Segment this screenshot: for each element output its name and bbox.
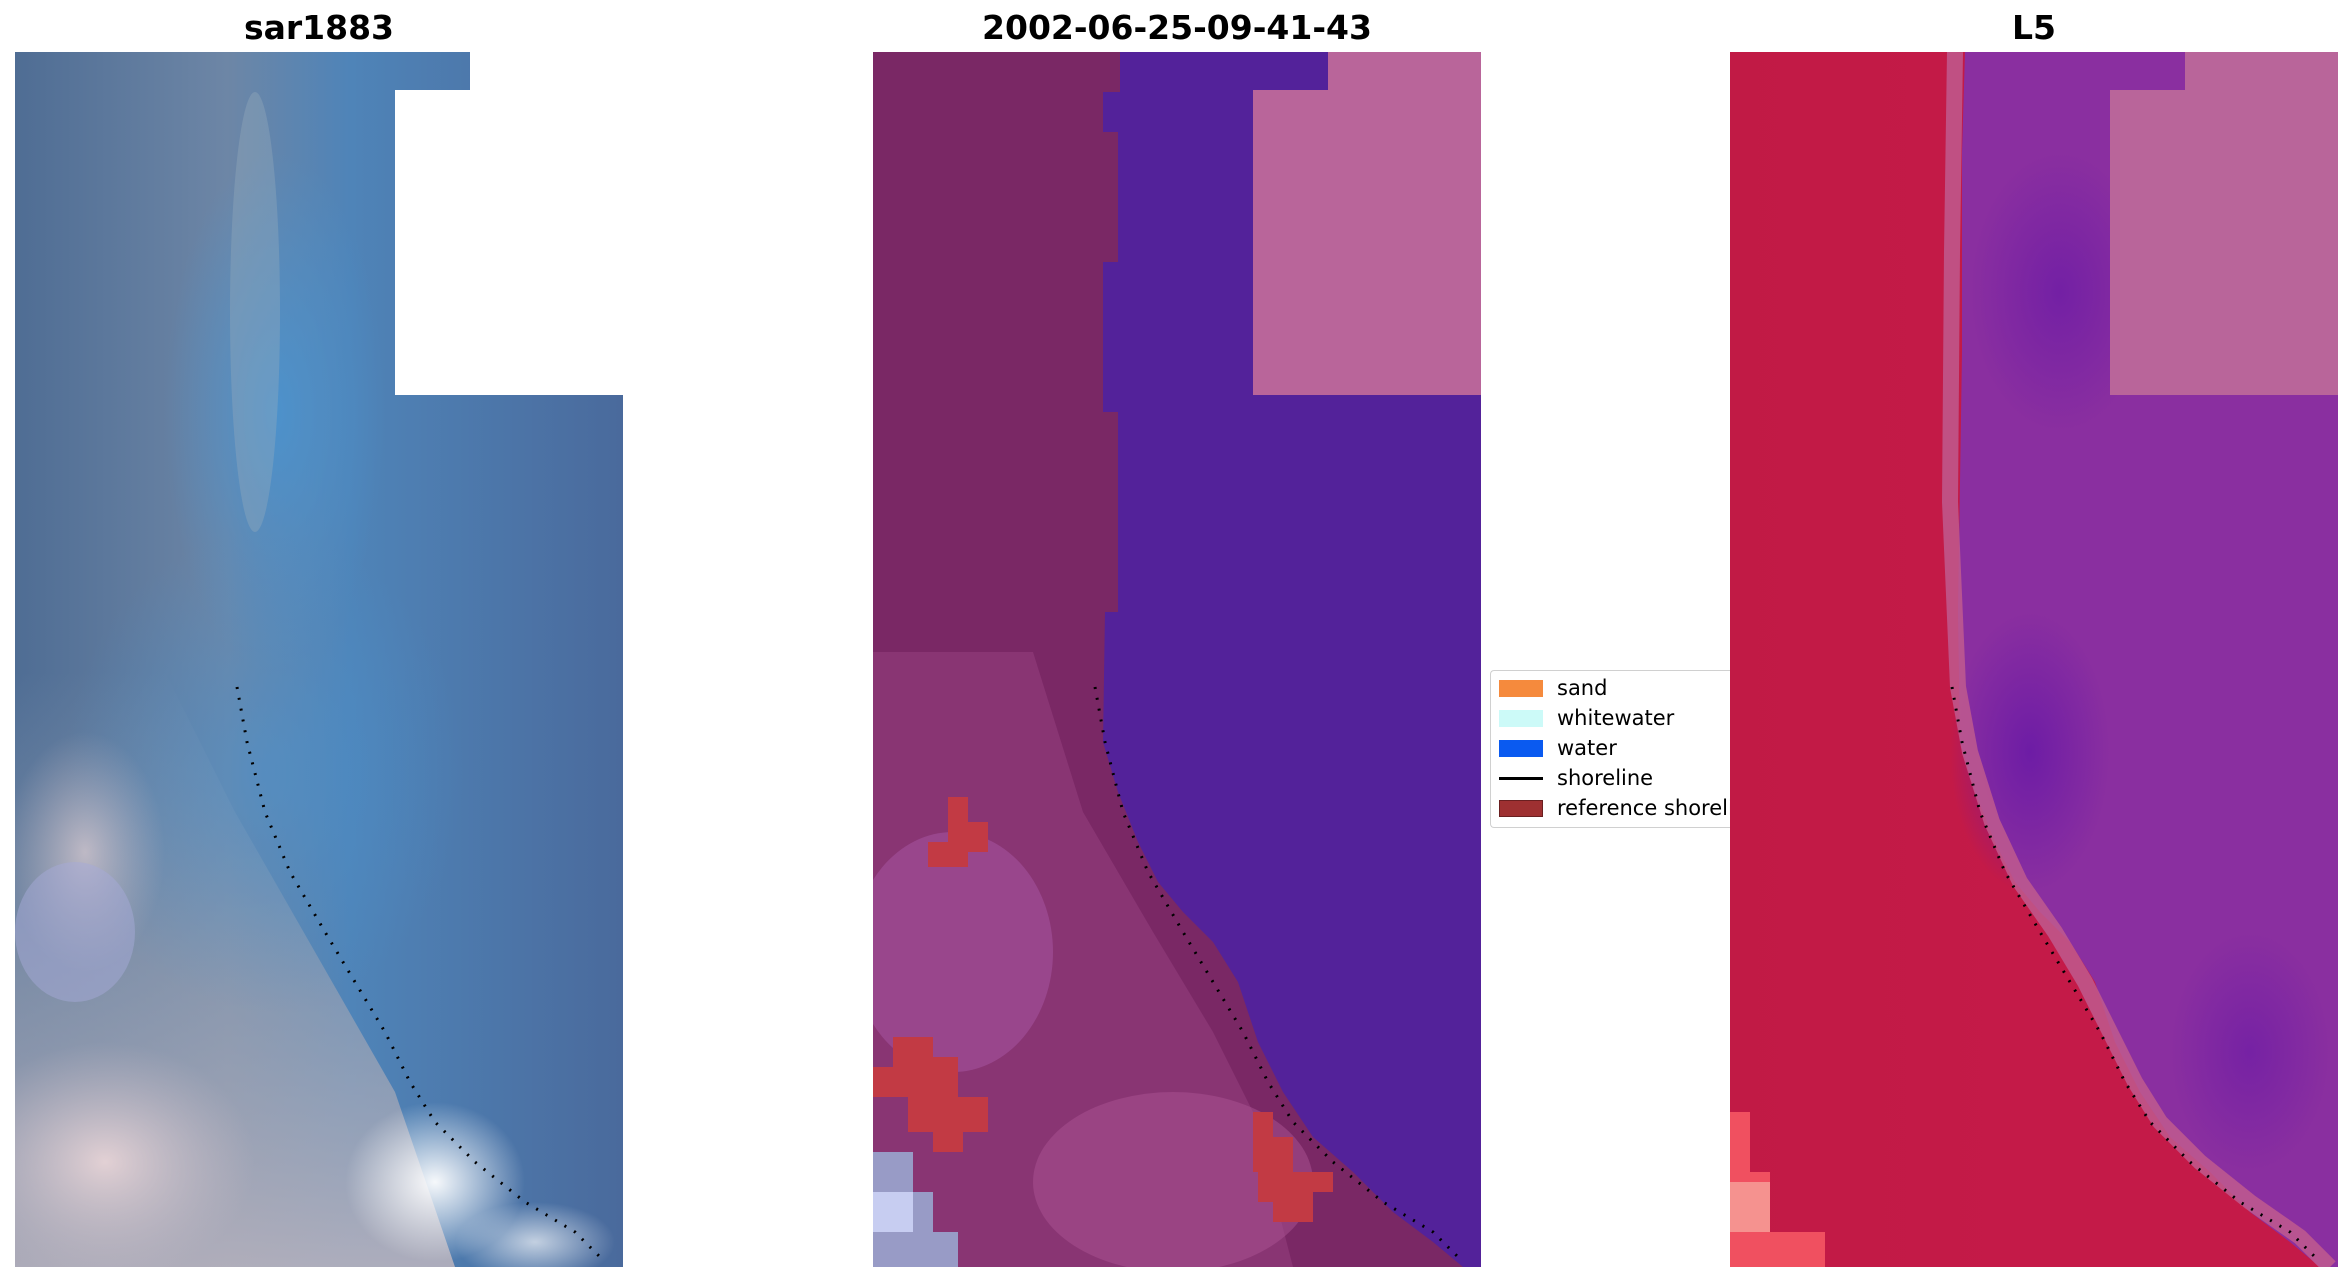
legend-item-whitewater: whitewater bbox=[1499, 704, 1674, 732]
sand-swatch bbox=[1499, 679, 1543, 697]
reference-shoreline-swatch bbox=[1499, 799, 1543, 817]
legend-label: water bbox=[1557, 736, 1617, 760]
panel-title-classification: 2002-06-25-09-41-43 bbox=[982, 8, 1372, 47]
classification-panel bbox=[873, 52, 1481, 1267]
legend-label: whitewater bbox=[1557, 706, 1675, 730]
legend-item-sand: sand bbox=[1499, 674, 1607, 702]
mndwi-image bbox=[1730, 52, 2338, 1267]
shoreline-line-swatch bbox=[1499, 776, 1543, 780]
legend-label: reference shoreline bbox=[1557, 796, 1730, 820]
no-data-area bbox=[395, 90, 623, 395]
water-swatch bbox=[1499, 739, 1543, 757]
water-class-region bbox=[1103, 52, 1481, 1267]
legend-item-water: water bbox=[1499, 734, 1617, 762]
whitewater-swatch bbox=[1499, 709, 1543, 727]
panel-title-rgb: sar1883 bbox=[243, 8, 395, 47]
legend-label: sand bbox=[1557, 676, 1608, 700]
legend: sand whitewater water shoreline referenc… bbox=[1490, 670, 1730, 828]
legend-item-reference-shoreline: reference shoreline bbox=[1499, 794, 1730, 822]
legend-item-shoreline: shoreline bbox=[1499, 764, 1653, 792]
classification-image bbox=[873, 52, 1481, 1267]
no-data-area bbox=[2110, 90, 2338, 395]
rgb-image bbox=[15, 52, 623, 1267]
no-data-area bbox=[1253, 90, 1481, 395]
rgb-image-panel bbox=[15, 52, 623, 1267]
mndwi-panel bbox=[1730, 52, 2338, 1267]
panel-title-mndwi: L5 bbox=[2012, 8, 2056, 47]
legend-label: shoreline bbox=[1557, 766, 1654, 790]
